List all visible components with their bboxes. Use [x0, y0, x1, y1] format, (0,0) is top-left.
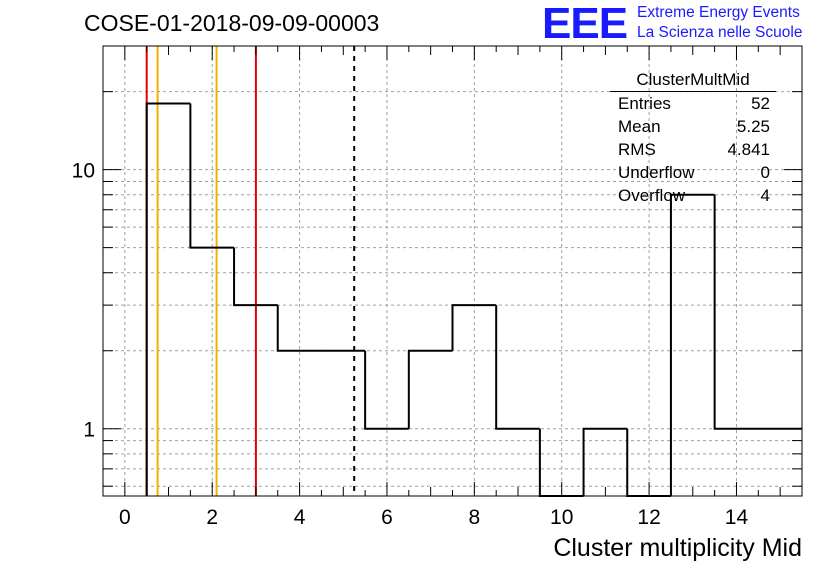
- histogram-bin: [145, 102, 191, 496]
- x-tick-label: 12: [637, 506, 660, 529]
- x-tick-label: 0: [119, 506, 131, 529]
- histogram-bin: [669, 193, 715, 496]
- stats-row-rms: RMS 4.841: [610, 138, 776, 161]
- x-tick-label: 10: [550, 506, 573, 529]
- histogram-bin: [582, 427, 628, 496]
- stats-row-underflow: Underflow 0: [610, 161, 776, 184]
- stats-row-mean: Mean 5.25: [610, 115, 776, 138]
- x-tick-label: 6: [381, 506, 393, 529]
- histogram-bin: [495, 305, 540, 430]
- x-tick-label: 8: [469, 506, 481, 529]
- eee-logo: EEE Extreme Energy Events La Scienza nel…: [542, 2, 834, 46]
- x-tick-label: 14: [725, 506, 749, 529]
- histogram-bin: [364, 350, 409, 430]
- histogram-bin: [407, 349, 453, 429]
- eee-logo-line2: La Scienza nelle Scuole: [637, 24, 803, 41]
- stats-label: Underflow: [618, 163, 695, 182]
- chart-title: COSE-01-2018-09-09-00003: [84, 10, 380, 36]
- y-tick-label: 1: [83, 419, 95, 442]
- stats-label: RMS: [618, 140, 656, 159]
- stats-title: ClusterMultMid: [610, 70, 776, 92]
- stats-label: Overflow: [618, 186, 686, 205]
- eee-logo-line1: Extreme Energy Events: [637, 4, 800, 21]
- stats-value: 4.841: [727, 140, 770, 159]
- histogram-bin: [233, 247, 278, 307]
- histogram-bin: [713, 194, 802, 430]
- x-tick-label: 4: [294, 506, 306, 529]
- histogram-bin: [189, 103, 235, 249]
- stats-row-entries: Entries 52: [610, 92, 776, 115]
- histogram-bin: [276, 305, 322, 352]
- y-tick-label: 10: [72, 160, 95, 183]
- stats-row-overflow: Overflow 4: [610, 184, 776, 207]
- stats-label: Mean: [618, 117, 661, 136]
- eee-logo-mark: EEE: [542, 0, 628, 48]
- x-tick-label: 2: [206, 506, 218, 529]
- histogram-bin: [451, 304, 497, 351]
- x-axis-label: Cluster multiplicity Mid: [553, 534, 802, 562]
- stats-box: ClusterMultMid Entries 52 Mean 5.25 RMS …: [610, 70, 776, 207]
- stats-value: 5.25: [736, 117, 770, 136]
- stats-label: Entries: [618, 94, 671, 113]
- stats-value: 0: [760, 163, 770, 182]
- stats-value: 52: [751, 94, 770, 113]
- stats-value: 4: [760, 186, 770, 205]
